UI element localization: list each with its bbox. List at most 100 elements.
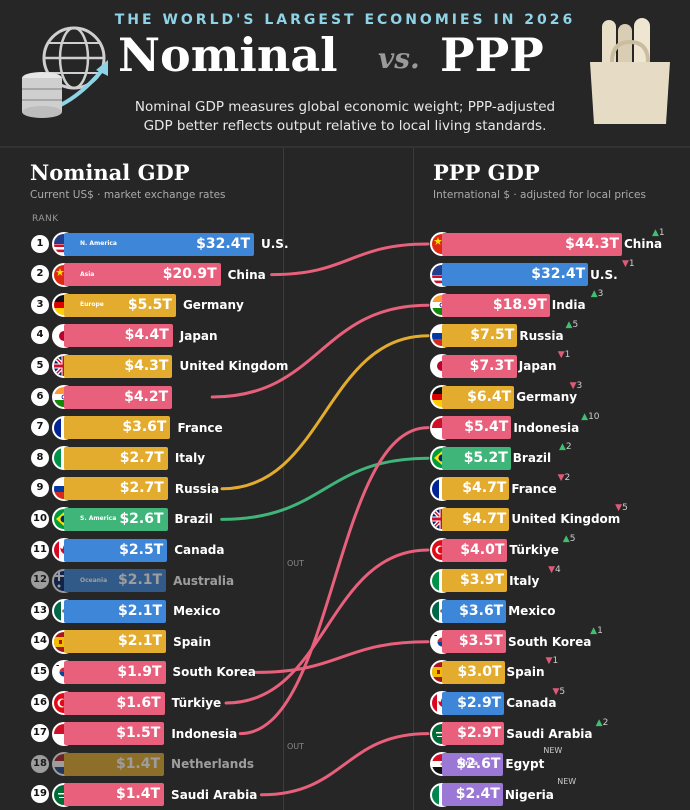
nominal-value: $2.7T bbox=[119, 480, 164, 497]
kicker-text: THE WORLD'S LARGEST ECONOMIES IN 2026 bbox=[114, 12, 576, 28]
rank-badge: 11 bbox=[31, 540, 49, 559]
arrow-down-icon: ▼ bbox=[569, 381, 577, 391]
rank-change-number: 5 bbox=[569, 534, 576, 544]
ppp-value: $5.2T bbox=[463, 449, 508, 466]
arrow-down-icon: ▼ bbox=[557, 472, 565, 483]
nominal-value: $2.7T bbox=[119, 449, 164, 466]
country-name: Saudi Arabia bbox=[506, 726, 593, 741]
ppp-bar bbox=[442, 722, 505, 746]
nominal-value: $4.4T bbox=[124, 327, 169, 344]
rank-label: RANK bbox=[32, 214, 59, 224]
country-name: U.S. bbox=[590, 267, 618, 282]
arrow-down-icon: ▼ bbox=[548, 564, 555, 575]
country-name: Indonesia bbox=[513, 420, 580, 435]
region-label: S. America bbox=[80, 515, 117, 523]
ppp-bar bbox=[442, 569, 508, 593]
globe-coins-icon bbox=[22, 26, 108, 118]
ppp-panel-title: PPP GDP bbox=[433, 160, 540, 185]
country-name: Australia bbox=[173, 573, 235, 588]
rank-badge: 16 bbox=[31, 693, 49, 712]
ppp-value: $44.3T bbox=[565, 235, 619, 252]
rank-change-number: 1 bbox=[564, 350, 571, 361]
rank-badge: 9 bbox=[31, 479, 49, 498]
rank-badge: 13 bbox=[31, 601, 49, 620]
out-label: OUT bbox=[287, 742, 305, 752]
ppp-bar bbox=[442, 416, 512, 440]
country-name: U.S. bbox=[261, 237, 289, 251]
country-name: Nigeria bbox=[504, 787, 554, 802]
nominal-bar bbox=[64, 538, 168, 562]
ppp-bar bbox=[442, 783, 503, 807]
rank-badge: 17 bbox=[31, 724, 49, 743]
country-name: Canada bbox=[506, 696, 557, 710]
rank-change-up: ▲3 bbox=[591, 289, 604, 299]
nominal-bar bbox=[64, 477, 168, 501]
country-name: Türkiye bbox=[171, 696, 222, 710]
nominal-bar bbox=[64, 569, 167, 593]
region-label: Africa bbox=[458, 760, 478, 768]
rank-badge: 6 bbox=[31, 387, 49, 406]
rank-change-down: ▼1 bbox=[622, 259, 635, 269]
country-name: Japan bbox=[518, 359, 557, 374]
rank-link bbox=[224, 548, 430, 705]
rank-change-number: 1 bbox=[552, 656, 559, 667]
ppp-bar bbox=[442, 324, 518, 348]
rank-change-number: 1 bbox=[628, 258, 635, 269]
ppp-value: $2.4T bbox=[455, 786, 500, 803]
nominal-value: $2.1T bbox=[117, 602, 163, 619]
out-label: OUT bbox=[287, 558, 305, 568]
country-name: China bbox=[624, 237, 663, 251]
country-name: Spain bbox=[506, 665, 545, 680]
ppp-value: $7.3T bbox=[469, 357, 514, 374]
country-name: Brazil bbox=[512, 451, 552, 466]
country-name: Spain bbox=[173, 634, 212, 649]
nominal-bar bbox=[64, 660, 166, 684]
nominal-value: $2.1T bbox=[117, 633, 163, 650]
country-name: United Kingdom bbox=[179, 359, 289, 374]
country-name: Indonesia bbox=[171, 726, 238, 741]
ppp-bar bbox=[442, 691, 505, 715]
country-name: Italy bbox=[174, 451, 206, 466]
nominal-value: $4.3T bbox=[124, 357, 169, 374]
rank-link bbox=[259, 732, 430, 797]
ppp-bar bbox=[442, 232, 622, 256]
ppp-value: $3.0T bbox=[457, 663, 502, 680]
ppp-value: $4.7T bbox=[462, 510, 507, 527]
nominal-bar bbox=[64, 263, 221, 287]
rank-change-up: ▲1 bbox=[652, 228, 665, 238]
rank-change-number: 3 bbox=[597, 289, 604, 300]
rank-badge: 14 bbox=[31, 632, 49, 651]
country-name: South Korea bbox=[507, 634, 592, 649]
nominal-bar bbox=[64, 691, 165, 715]
nominal-value: $32.4T bbox=[196, 235, 250, 252]
ppp-bar bbox=[442, 538, 508, 562]
rank-badge: 12 bbox=[31, 571, 49, 590]
nominal-value: $2.6T bbox=[119, 510, 164, 527]
country-name: France bbox=[511, 481, 557, 496]
ppp-value: $7.5T bbox=[470, 327, 515, 344]
nominal-value: $2.1T bbox=[117, 572, 163, 589]
rank-change-number: 4 bbox=[555, 564, 561, 575]
rank-change-up: ▲5 bbox=[563, 534, 576, 544]
country-name: Germany bbox=[182, 298, 244, 313]
nominal-panel-subtitle: Current US$ · market exchange rates bbox=[30, 189, 226, 201]
rank-link bbox=[238, 426, 430, 736]
grocery-bag-icon bbox=[590, 18, 670, 124]
ppp-bar bbox=[442, 507, 510, 531]
arrow-up-icon: ▲ bbox=[652, 228, 659, 238]
rank-change-down: ▼1 bbox=[558, 350, 571, 360]
arrow-up-icon: ▲ bbox=[581, 411, 589, 422]
rank-change-up: ▲5 bbox=[566, 320, 579, 330]
nominal-value: $20.9T bbox=[162, 266, 217, 283]
rank-badge: 2 bbox=[31, 265, 49, 284]
ppp-bar bbox=[442, 293, 550, 317]
nominal-bar bbox=[64, 232, 254, 256]
nominal-value: $1.9T bbox=[117, 663, 162, 680]
arrow-up-icon: ▲ bbox=[558, 442, 566, 453]
region-label: Oceania bbox=[80, 576, 108, 584]
rank-link bbox=[254, 640, 430, 674]
country-name: South Korea bbox=[172, 665, 256, 680]
rank-link bbox=[210, 303, 430, 399]
rank-change-number: 5 bbox=[572, 319, 579, 330]
